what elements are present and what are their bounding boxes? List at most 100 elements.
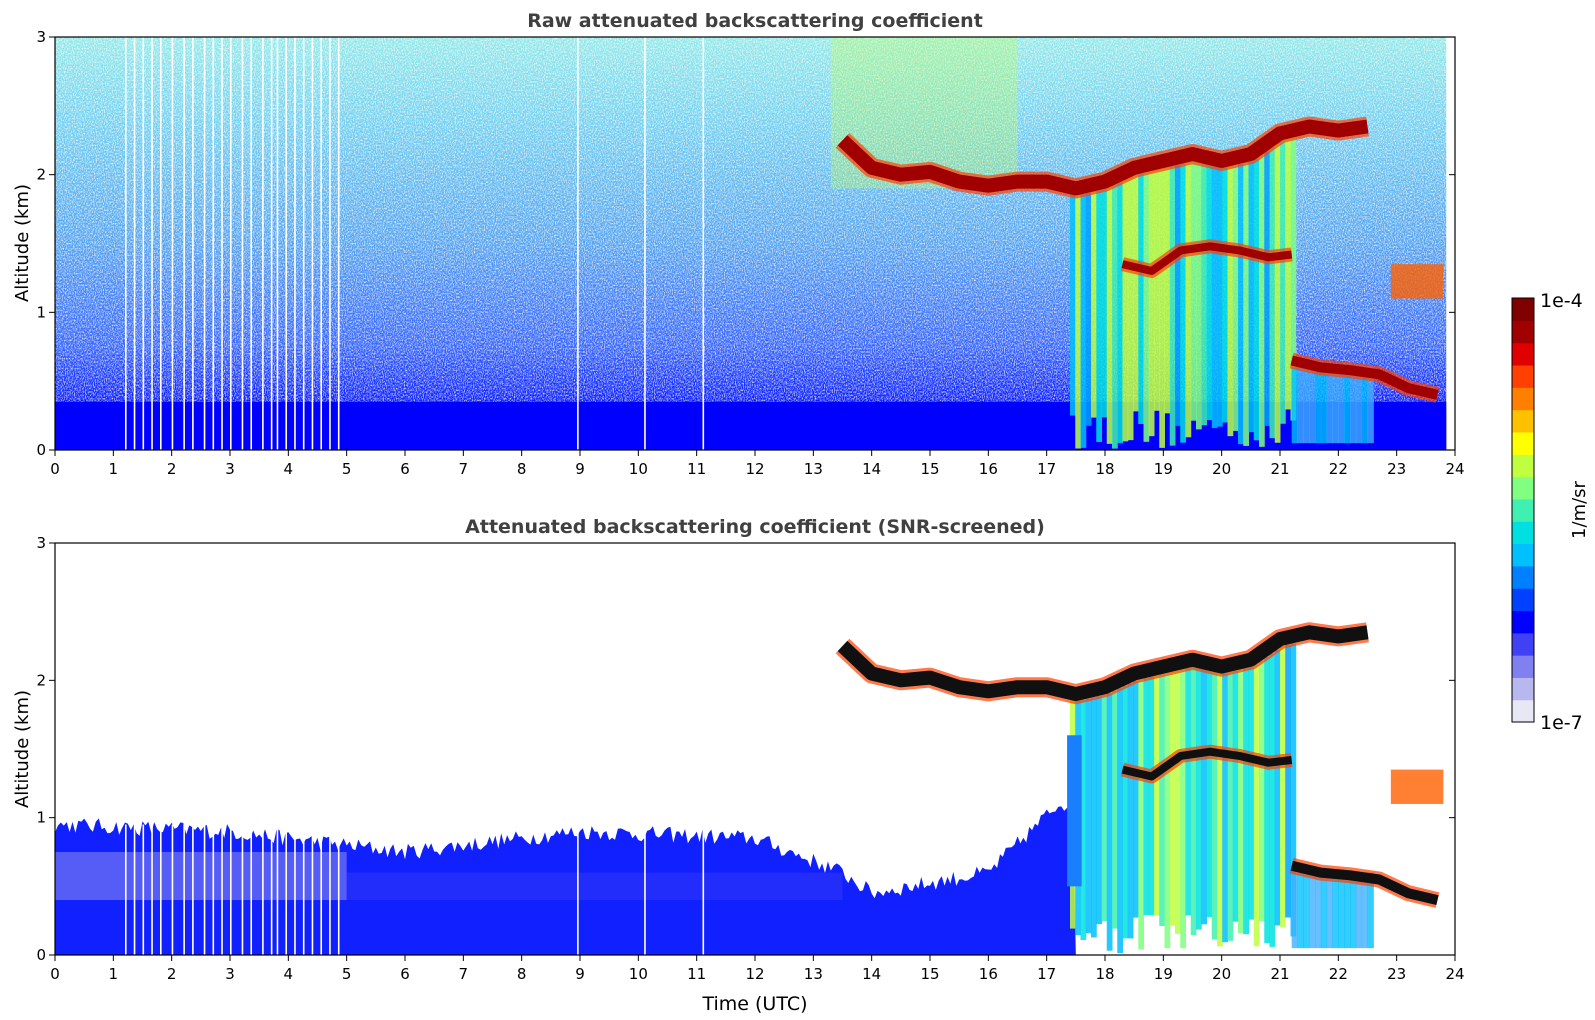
precip-streak [1332,367,1339,444]
y-tick-label: 3 [36,28,46,46]
precip-streak [1070,193,1076,416]
colorbar-frame [1511,297,1535,723]
dropout-column [212,37,215,450]
panel-raw: Raw attenuated backscattering coefficien… [12,10,1465,478]
precip-streak [1338,367,1345,444]
x-tick-label: 0 [50,965,60,983]
dropout-column [250,824,253,955]
panel-screened-title: Attenuated backscattering coefficient (S… [465,516,1045,538]
x-tick-label: 9 [575,460,585,478]
precip-streak [1290,643,1297,937]
precip-streak [1332,872,1339,949]
y-tick-label: 2 [36,166,46,184]
precip-streak [1122,180,1129,442]
precip-streak [1112,690,1118,929]
colorbar-color-block [1512,655,1534,678]
precip-streak [1303,367,1310,444]
x-tick-label: 15 [920,460,939,478]
x-tick-label: 18 [1095,965,1114,983]
x-tick-label: 14 [862,965,881,983]
colorbar-max-label: 1e-4 [1540,290,1583,312]
lower-cloud-layer [1121,242,1293,275]
colorbar-color-block [1512,565,1534,589]
x-tick-label: 13 [804,965,823,983]
precip-streak [1175,670,1181,934]
precip-streak [1269,147,1276,439]
precip-streak [1091,697,1097,938]
x-tick-label: 20 [1212,460,1231,478]
lavender-band [55,852,347,901]
dropout-column [329,824,331,955]
x-tick-label: 4 [284,965,294,983]
precip-streak [1091,191,1097,418]
precip-streak [1350,367,1357,444]
precip-streak [1133,680,1139,918]
precip-streak [1222,673,1228,943]
precip-streak [1303,872,1310,949]
precip-streak [1211,671,1218,940]
dropout-column [276,37,279,450]
colorbar-color-block [1512,342,1534,366]
dropout-column [160,37,162,450]
colorbar-color-block [1512,610,1534,634]
dropout-column [142,824,145,955]
precip-streak [1259,660,1265,922]
x-tick-label: 11 [687,965,706,983]
x-tick-label: 22 [1329,460,1348,478]
precip-streak [1320,872,1328,949]
x-tick-label: 3 [225,965,235,983]
x-tick-label: 6 [400,965,410,983]
precip-streak [1117,688,1123,954]
precip-streak [1243,162,1249,446]
precip-streak [1138,679,1144,950]
precip-streak [1315,367,1322,444]
x-tick-label: 20 [1212,965,1231,983]
precip-streak [1206,164,1213,421]
precip-streak [1309,872,1316,949]
colorbar-color-block [1512,677,1534,701]
x-tick-label: 7 [459,965,469,983]
panel-screened-xlabel: Time (UTC) [701,993,807,1015]
dropout-column [192,824,194,955]
precip-streak [1248,667,1255,920]
colorbar-color-block [1512,476,1534,500]
precip-streak [1227,672,1234,941]
cloud-patch [1390,264,1444,299]
dropout-column [241,37,244,450]
colorbar-unit-label: 1/m/sr [1569,480,1590,538]
precip-streak [1164,167,1171,414]
dropout-column [203,37,206,450]
precip-streak [1264,151,1270,426]
precip-streak [1264,657,1270,944]
dropout-column [192,37,194,450]
precip-streak [1112,185,1118,449]
x-tick-label: 12 [745,965,764,983]
boundary-layer [55,805,1076,955]
precip-streak [1190,161,1197,421]
precip-streak [1133,175,1139,412]
precip-streak [1338,872,1345,949]
precip-streak [1201,162,1207,426]
precip-streak [1238,163,1244,445]
precip-streak [1101,694,1108,922]
x-tick-label: 17 [1037,460,1056,478]
colorbar-color-block [1512,409,1534,433]
dropout-column [125,824,127,955]
dropout-column [285,824,288,955]
x-tick-label: 1 [109,460,119,478]
x-tick-label: 4 [284,460,294,478]
dropout-column [212,824,215,955]
precip-streak [1148,171,1155,437]
precip-streak [1274,143,1281,443]
precip-streak [1143,172,1150,442]
precip-streak [1106,187,1113,444]
x-tick-label: 23 [1387,965,1406,983]
dropout-column [320,37,323,450]
precip-streak [1291,367,1298,444]
precip-streak [1361,367,1368,444]
x-tick-label: 12 [745,460,764,478]
cloud-layer [837,119,1369,196]
dropout-column [577,824,579,955]
precip-streak [1106,693,1113,951]
